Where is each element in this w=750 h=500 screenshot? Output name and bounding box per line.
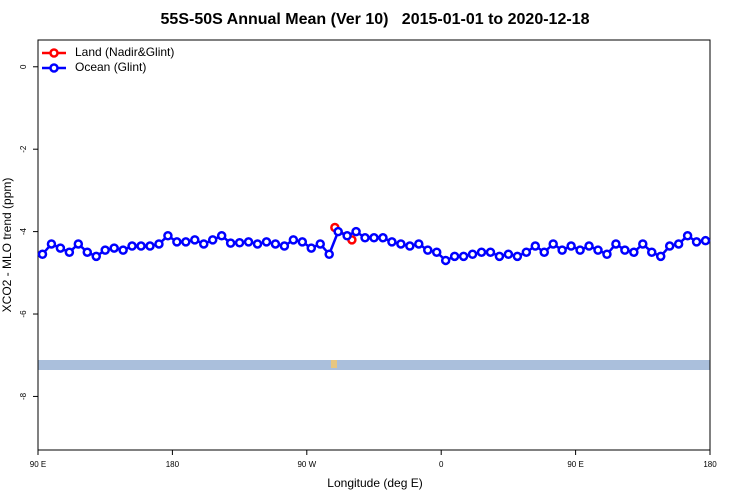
data-point <box>234 237 245 248</box>
data-point <box>521 247 532 257</box>
data-point <box>351 226 361 237</box>
data-point <box>629 247 639 257</box>
data-point <box>100 245 110 255</box>
data-point <box>207 235 218 245</box>
data-point <box>199 239 209 249</box>
legend-marker <box>49 48 59 58</box>
data-point <box>55 243 66 253</box>
data-point <box>449 251 460 262</box>
data-point <box>118 245 128 255</box>
x-axis-label: Longitude (deg E) <box>327 476 422 490</box>
x-tick-label: 90 E <box>567 460 583 469</box>
y-tick-label: 0 <box>19 64 28 69</box>
data-point <box>396 239 406 249</box>
data-point <box>252 239 263 249</box>
data-point <box>279 241 290 251</box>
data-point <box>655 251 666 262</box>
data-point <box>664 241 675 251</box>
data-point <box>342 230 352 241</box>
x-tick-label: 180 <box>166 460 180 469</box>
data-point <box>593 245 603 255</box>
x-tick-label: 180 <box>703 460 717 469</box>
data-point <box>638 239 648 249</box>
data-point <box>673 239 684 249</box>
x-tick-label: 0 <box>439 460 444 469</box>
data-point <box>127 241 137 251</box>
data-point <box>557 245 567 255</box>
data-point <box>243 237 254 247</box>
data-point <box>530 241 541 251</box>
y-tick-label: -4 <box>19 228 28 236</box>
data-point <box>369 233 379 243</box>
data-point <box>620 245 630 255</box>
data-point <box>136 241 146 251</box>
y-tick-label: -6 <box>19 310 28 318</box>
chart-title: 55S-50S Annual Mean (Ver 10) 2015-01-01 … <box>161 11 590 28</box>
data-point <box>190 235 200 245</box>
y-axis-label: XCO2 - MLO trend (ppm) <box>0 178 14 313</box>
data-point <box>145 241 155 251</box>
data-point <box>37 249 48 260</box>
data-point <box>423 245 433 255</box>
data-point <box>73 239 84 249</box>
data-point <box>333 226 343 237</box>
data-point <box>181 237 191 247</box>
y-tick-label: -2 <box>19 145 28 153</box>
data-point <box>539 247 549 257</box>
data-point <box>566 241 576 251</box>
data-point <box>46 239 57 249</box>
data-point <box>584 241 594 251</box>
data-point <box>602 249 612 260</box>
data-point <box>512 251 523 262</box>
data-point <box>494 251 505 262</box>
data-point <box>82 247 93 257</box>
data-point <box>315 239 325 249</box>
data-point <box>154 239 164 249</box>
data-point <box>405 241 415 251</box>
data-point <box>548 239 558 249</box>
data-point <box>476 247 487 257</box>
data-point <box>467 249 478 260</box>
data-point <box>261 237 272 247</box>
data-point <box>64 247 75 257</box>
data-point <box>682 230 693 241</box>
data-point <box>440 255 451 266</box>
legend-label: Land (Nadir&Glint) <box>75 45 174 59</box>
legend-label: Ocean (Glint) <box>75 60 146 74</box>
data-point <box>691 237 702 247</box>
x-tick-label: 90 E <box>30 460 46 469</box>
data-point <box>503 249 514 260</box>
data-point <box>575 245 585 255</box>
data-point <box>163 230 173 241</box>
data-point <box>485 247 496 257</box>
coverage-band <box>38 360 710 370</box>
data-point <box>431 247 442 257</box>
data-point <box>324 249 334 260</box>
data-point <box>216 230 227 241</box>
data-point <box>297 237 308 247</box>
x-tick-label: 90 W <box>297 460 316 469</box>
data-point <box>360 233 370 243</box>
coverage-dots <box>331 360 337 368</box>
data-point <box>611 239 621 249</box>
legend-marker <box>49 63 59 73</box>
data-point <box>225 238 236 248</box>
data-point <box>109 243 119 253</box>
plot-frame <box>37 39 711 451</box>
data-point <box>91 251 101 262</box>
data-point <box>378 233 388 243</box>
data-point <box>647 247 657 257</box>
data-point <box>270 239 281 249</box>
data-point <box>387 237 397 247</box>
data-point <box>700 235 711 246</box>
data-point <box>458 251 469 262</box>
data-point <box>306 243 317 253</box>
y-tick-label: -8 <box>19 392 28 400</box>
data-point <box>172 237 182 247</box>
data-point <box>288 235 299 245</box>
data-point <box>414 239 424 249</box>
